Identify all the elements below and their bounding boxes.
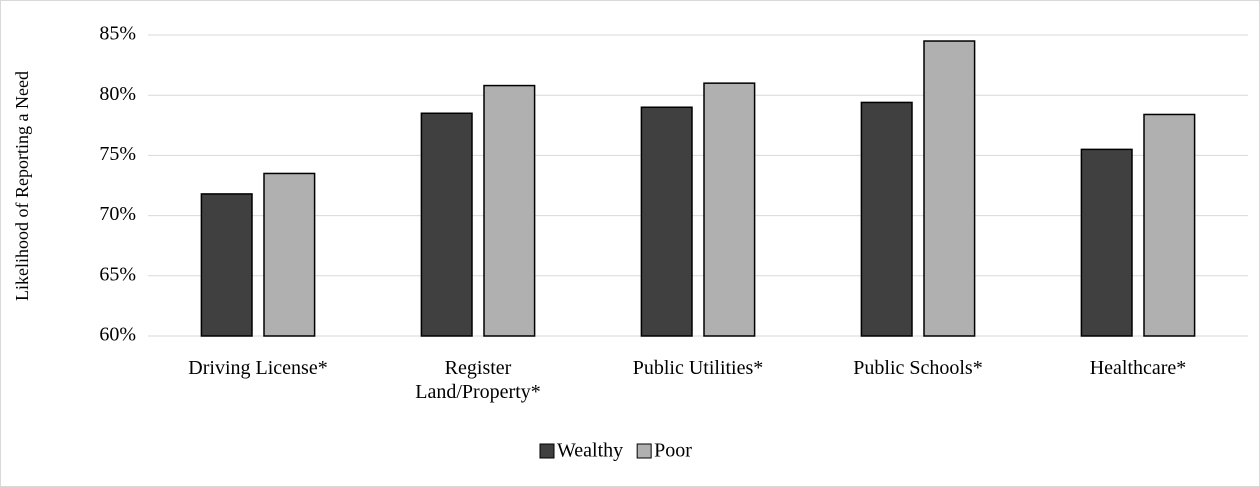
bar <box>640 106 693 337</box>
y-tick-label: 70% <box>99 203 136 225</box>
x-tick-label: Healthcare* <box>1089 357 1187 379</box>
legend-label: Poor <box>654 440 692 462</box>
x-tick-label: Driving License* <box>188 357 328 379</box>
legend-label: Wealthy <box>557 440 623 462</box>
x-tick-label: Public Utilities* <box>632 357 764 379</box>
y-tick-label: 75% <box>99 143 136 165</box>
y-tick-label: 60% <box>99 324 136 346</box>
y-tick-label: 80% <box>99 83 136 105</box>
y-tick-label: 85% <box>99 23 136 45</box>
bar <box>1143 113 1196 337</box>
bar <box>200 193 253 337</box>
bar <box>263 172 316 337</box>
bar <box>483 84 536 337</box>
bar <box>420 112 473 337</box>
y-tick-label: 65% <box>99 263 136 285</box>
bar <box>923 40 976 337</box>
bar <box>703 82 756 337</box>
legend-swatch <box>636 443 652 459</box>
bar <box>860 101 913 337</box>
x-tick-label: Register Land/Property* <box>415 357 541 403</box>
y-axis-title: Likelihood of Reporting a Need <box>12 71 32 301</box>
legend-swatch <box>539 443 555 459</box>
bar <box>1080 148 1133 337</box>
x-tick-label: Public Schools* <box>853 357 983 379</box>
